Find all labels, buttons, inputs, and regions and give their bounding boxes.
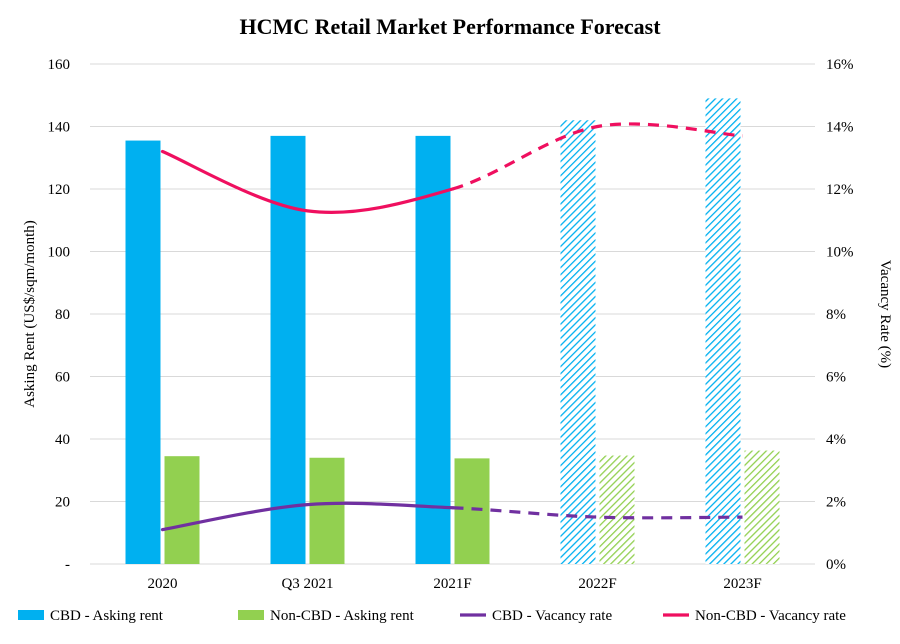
lines: [160, 122, 743, 532]
y-axis-ticks: - 20 40 60 80 100 120 140 160: [48, 57, 71, 573]
bar-noncbd-asking-rent: [744, 450, 780, 564]
line-non-cbd-vacancy-rate-actual: [160, 149, 455, 214]
y-tick-label: 120: [48, 182, 71, 198]
legend-swatch-non-cbd-asking-rent: [238, 610, 264, 620]
bar-noncbd-asking-rent: [599, 455, 635, 564]
y-tick-label: 20: [55, 495, 70, 511]
legend-label-cbd-asking-rent: CBD - Asking rent: [50, 608, 164, 624]
y2-tick-label: 0%: [826, 557, 846, 573]
x-tick-label: 2020: [148, 576, 178, 592]
bar-noncbd-asking-rent: [309, 457, 345, 564]
bar-cbd-asking-rent: [705, 98, 741, 564]
line-non-cbd-vacancy-rate-forecast: [452, 122, 743, 191]
y-axis-label: Asking Rent (US$/sqm/month): [22, 220, 38, 408]
bar-noncbd-asking-rent: [164, 456, 200, 564]
x-tick-label: 2021F: [433, 576, 471, 592]
y-tick-label: 140: [48, 120, 71, 136]
y2-tick-label: 16%: [826, 57, 854, 73]
y-tick-label: 160: [48, 57, 71, 73]
y2-axis-label: Vacancy Rate (%): [877, 260, 893, 368]
y2-tick-label: 4%: [826, 432, 846, 448]
legend-swatch-cbd-asking-rent: [18, 610, 44, 620]
bar-cbd-asking-rent: [560, 120, 596, 564]
bar-cbd-asking-rent: [270, 135, 306, 564]
bar-cbd-asking-rent: [415, 135, 451, 564]
y2-tick-label: 2%: [826, 495, 846, 511]
legend-label-cbd-vacancy-rate: CBD - Vacancy rate: [492, 608, 612, 624]
x-tick-label: Q3 2021: [281, 576, 333, 592]
chart-title: HCMC Retail Market Performance Forecast: [239, 14, 661, 39]
y2-tick-label: 10%: [826, 245, 854, 261]
y2-tick-label: 12%: [826, 182, 854, 198]
x-tick-label: 2022F: [578, 576, 616, 592]
y2-tick-label: 14%: [826, 120, 854, 136]
legend-label-non-cbd-vacancy-rate: Non-CBD - Vacancy rate: [695, 608, 846, 624]
y-tick-label: 100: [48, 245, 71, 261]
y-tick-label: 80: [55, 307, 70, 323]
bar-noncbd-asking-rent: [454, 458, 490, 564]
y2-axis-ticks: 0% 2% 4% 6% 8% 10% 12% 14% 16%: [826, 57, 854, 573]
legend: CBD - Asking rent Non-CBD - Asking rent CB…: [18, 608, 846, 624]
legend-label-non-cbd-asking-rent: Non-CBD - Asking rent: [270, 608, 415, 624]
y-tick-label: 60: [55, 370, 70, 386]
gridlines: [90, 63, 815, 565]
y-tick-label: -: [65, 557, 70, 573]
x-axis-ticks: 2020 Q3 2021 2021F 2022F 2023F: [148, 576, 762, 592]
bar-cbd-asking-rent: [125, 140, 161, 564]
y2-tick-label: 6%: [826, 370, 846, 386]
y-tick-label: 40: [55, 432, 70, 448]
bars: [125, 98, 780, 564]
line-cbd-vacancy-rate-forecast: [452, 506, 743, 520]
y2-tick-label: 8%: [826, 307, 846, 323]
line-cbd-vacancy-rate-actual: [160, 501, 455, 532]
x-tick-label: 2023F: [723, 576, 761, 592]
